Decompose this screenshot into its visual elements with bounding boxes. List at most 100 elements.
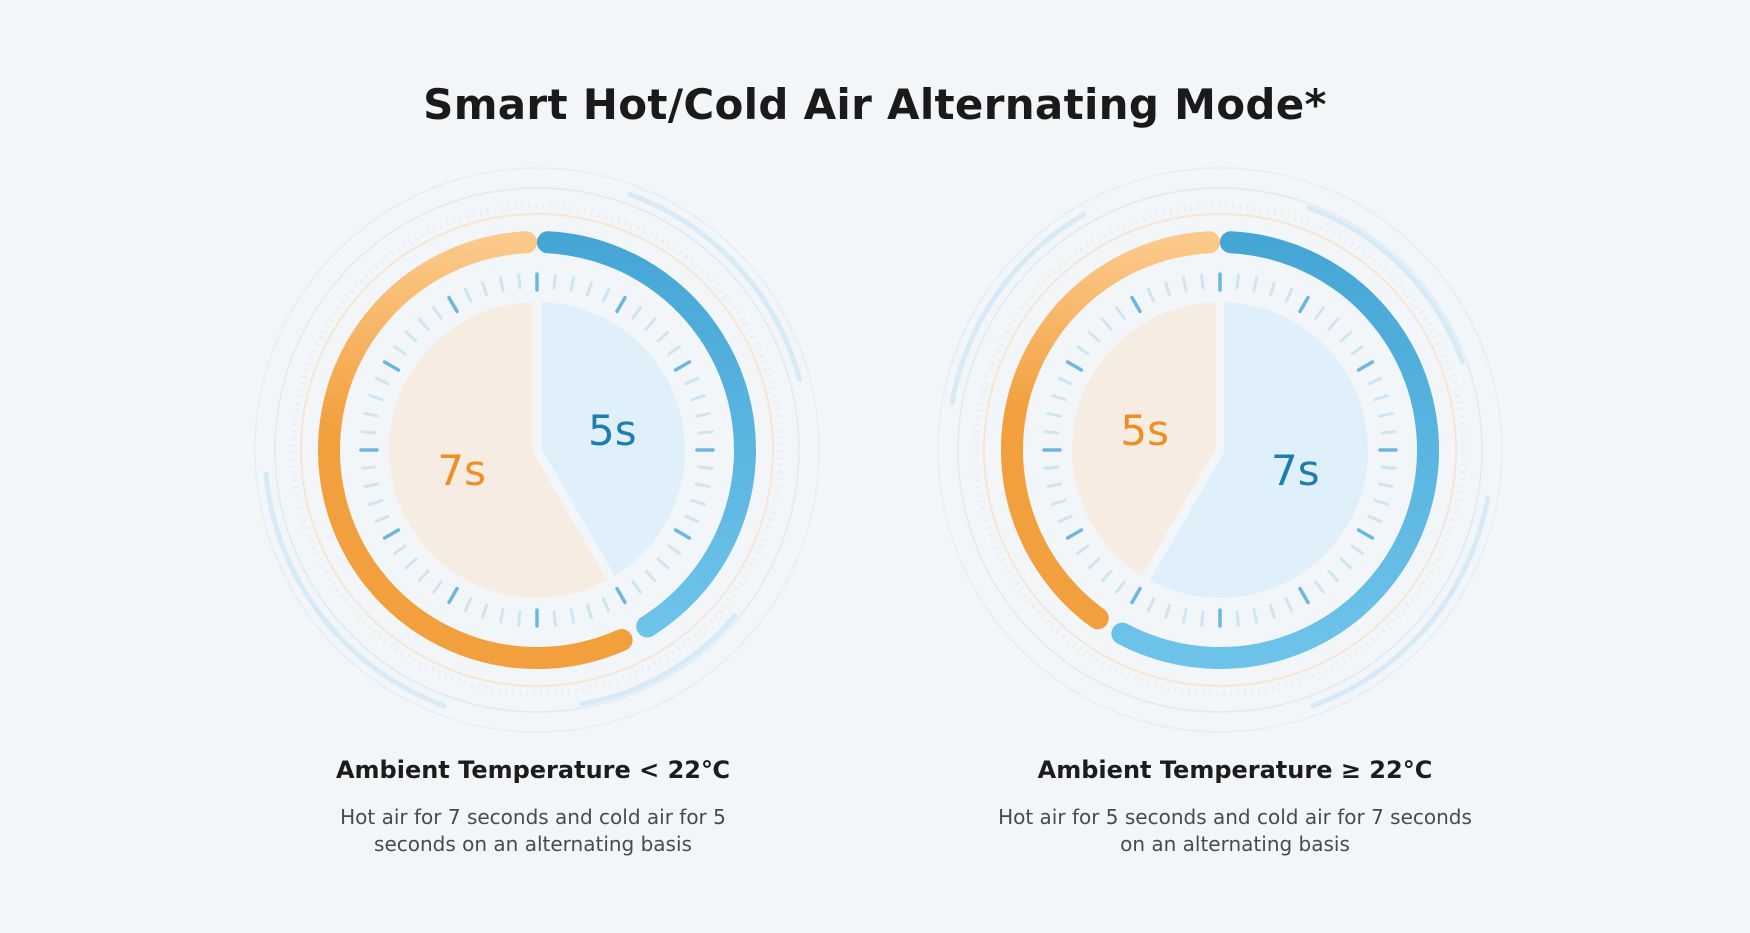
tick-mark [1130, 586, 1142, 605]
hot-arc [318, 231, 633, 669]
tick-mark [1051, 498, 1067, 506]
accent-arc [1305, 205, 1465, 365]
tick-mark [498, 607, 505, 624]
tick-mark [368, 498, 384, 506]
tick-mark [393, 345, 407, 356]
tick-mark [1200, 273, 1205, 290]
tick-mark [644, 569, 657, 583]
tick-mark [417, 569, 430, 583]
tick-mark [1046, 411, 1063, 418]
cold-duration-label: 7s [1271, 446, 1320, 495]
tick-mark [1339, 557, 1353, 570]
accent-arc [949, 211, 1087, 406]
tick-mark [1373, 498, 1389, 506]
tick-mark [1350, 544, 1364, 555]
tick-mark [1051, 394, 1067, 402]
caption-left: Ambient Temperature < 22℃ Hot air for 7 … [273, 756, 793, 858]
tick-mark [404, 557, 418, 570]
tick-mark [1043, 465, 1060, 470]
condition-label: Ambient Temperature < 22℃ [335, 756, 731, 784]
tick-mark [1043, 430, 1060, 435]
tick-mark [393, 544, 407, 555]
tick-mark [673, 360, 692, 372]
dotted-ring [290, 203, 784, 697]
tick-mark [1252, 276, 1259, 293]
description-line: seconds on an alternating basis [374, 832, 692, 856]
tick-mark [1377, 482, 1394, 489]
tick-mark [585, 281, 593, 297]
description-line: Hot air for 7 seconds and cold air for 5 [340, 805, 726, 829]
cold-arc [1111, 231, 1439, 669]
accent-arc [627, 191, 803, 383]
tick-mark [1057, 376, 1073, 386]
outer-ring [254, 167, 820, 733]
tick-mark [601, 597, 611, 613]
tick-mark [615, 295, 627, 314]
tick-mark [432, 580, 443, 594]
tick-mark [1235, 610, 1240, 627]
outer-ring [300, 213, 774, 687]
tick-mark [684, 514, 700, 524]
accent-arc [579, 613, 738, 707]
tick-mark [1164, 281, 1172, 297]
tick-mark [1373, 394, 1389, 402]
tick-mark [697, 430, 714, 435]
tick-mark [517, 610, 522, 627]
tick-mark [368, 394, 384, 402]
tick-mark [1314, 306, 1325, 320]
tick-mark [1100, 569, 1113, 583]
tick-mark [656, 330, 670, 343]
tick-mark [432, 306, 443, 320]
tick-ring [1042, 272, 1398, 628]
outer-ring [957, 187, 1483, 713]
tick-mark [1200, 610, 1205, 627]
tick-mark [517, 273, 522, 290]
tick-mark [615, 586, 627, 605]
hot-sector [389, 302, 611, 598]
tick-mark [1115, 580, 1126, 594]
tick-mark [374, 514, 390, 524]
tick-mark [697, 465, 714, 470]
condition-label: Ambient Temperature ≥ 22°C [1037, 756, 1433, 784]
alternating-cycle-dial: 7s 5s [937, 167, 1503, 733]
tick-mark [1377, 411, 1394, 418]
tick-mark [363, 482, 380, 489]
tick-mark [1087, 557, 1101, 570]
tick-mark [1268, 281, 1276, 297]
tick-mark [673, 528, 692, 540]
tick-mark [382, 360, 401, 372]
tick-mark [447, 586, 459, 605]
description-line: Hot air for 5 seconds and cold air for 7… [998, 805, 1472, 829]
tick-mark [417, 317, 430, 331]
tick-mark [382, 528, 401, 540]
tick-mark [498, 276, 505, 293]
description-line: on an alternating basis [1120, 832, 1350, 856]
tick-mark [694, 411, 711, 418]
tick-mark [1146, 597, 1156, 613]
hot-duration-label: 7s [437, 446, 486, 495]
tick-mark [447, 295, 459, 314]
tick-mark [1181, 276, 1188, 293]
tick-mark [1380, 465, 1397, 470]
dial-right: 7s 5s [930, 160, 1510, 740]
accent-arc [1310, 494, 1491, 709]
tick-mark [1350, 345, 1364, 356]
tick-mark [481, 603, 489, 619]
tick-mark [1327, 317, 1340, 331]
tick-mark [1115, 306, 1126, 320]
tick-mark [569, 607, 576, 624]
dial-left: 5s 7s [247, 160, 827, 740]
tick-mark [1327, 569, 1340, 583]
tick-mark [1076, 345, 1090, 356]
tick-mark [463, 287, 473, 303]
tick-mark [1065, 360, 1084, 372]
tick-mark [1356, 528, 1375, 540]
tick-mark [360, 465, 377, 470]
tick-mark [1130, 295, 1142, 314]
tick-mark [1100, 317, 1113, 331]
outer-ring [983, 213, 1457, 687]
outer-ring [274, 187, 800, 713]
tick-mark [631, 306, 642, 320]
tick-mark [1380, 430, 1397, 435]
description: Hot air for 7 seconds and cold air for 5… [273, 804, 793, 858]
